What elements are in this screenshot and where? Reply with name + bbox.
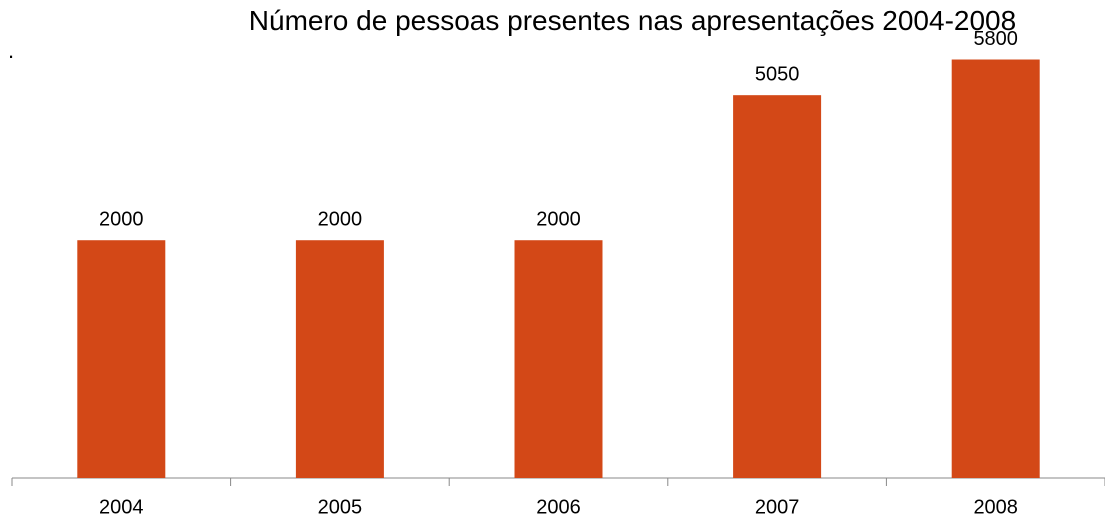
x-tick-label: 2004 [99,496,144,518]
x-tick-label: 2007 [755,496,800,518]
data-label: 2000 [318,209,363,231]
bar [514,240,603,478]
data-label: 5050 [755,63,800,85]
bar [951,59,1040,479]
data-label: 5800 [973,28,1018,50]
data-label: 2000 [99,209,144,231]
x-tick-label: 2008 [973,496,1018,518]
annotation: . [8,38,15,63]
chart-title: Número de pessoas presentes nas apresent… [248,5,1017,36]
data-label: 2000 [536,209,581,231]
x-tick-label: 2005 [318,496,363,518]
bar [295,240,384,478]
x-tick-label: 2006 [536,496,581,518]
bar [733,95,822,478]
bar [77,240,166,478]
